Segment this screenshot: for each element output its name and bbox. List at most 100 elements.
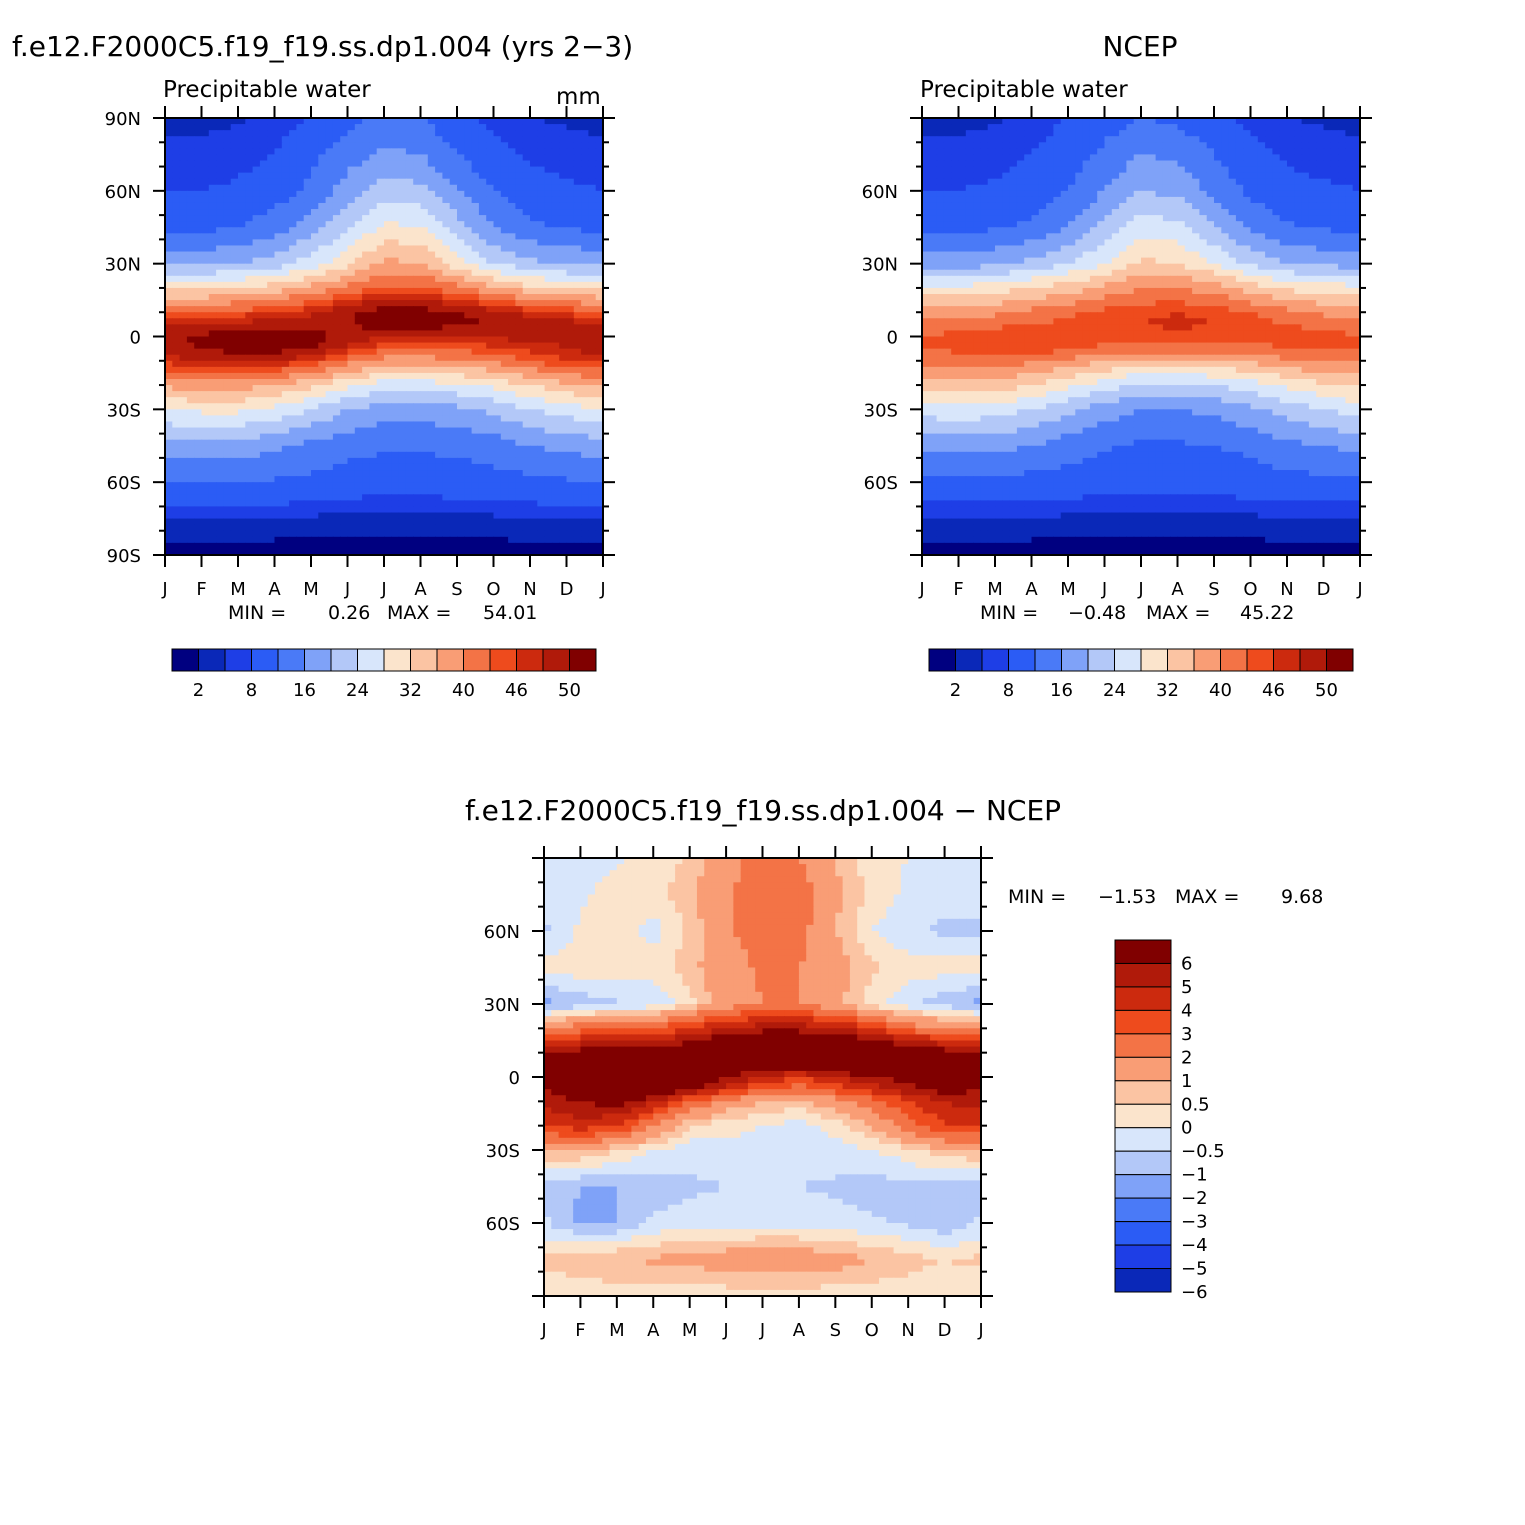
field-cell — [325, 275, 334, 283]
field-cell — [296, 391, 305, 398]
field-cell — [223, 209, 232, 216]
field-cell — [172, 397, 181, 404]
field-cell — [478, 306, 487, 313]
field-cell — [427, 233, 436, 240]
field-cell — [289, 287, 297, 295]
field-cell — [245, 512, 254, 520]
field-cell — [347, 294, 356, 301]
field-cell — [1126, 130, 1135, 137]
field-cell — [274, 251, 283, 259]
field-cell — [347, 172, 356, 180]
field-cell — [267, 342, 276, 350]
field-cell — [384, 245, 392, 253]
field-cell — [208, 148, 217, 156]
field-cell — [172, 287, 181, 295]
field-cell — [508, 312, 516, 319]
field-cell — [471, 445, 480, 453]
field-cell — [252, 281, 261, 289]
field-cell — [201, 494, 210, 501]
field-cell — [544, 391, 553, 398]
x-tick-label: S — [451, 579, 462, 600]
field-cell — [559, 348, 568, 356]
field-cell — [252, 136, 261, 143]
field-cell — [216, 482, 224, 489]
field-cell — [332, 409, 341, 416]
field-cell — [245, 148, 254, 156]
field-cell — [194, 269, 203, 277]
field-cell — [449, 421, 458, 429]
field-cell — [544, 300, 553, 307]
field-cell — [311, 160, 319, 168]
field-cell — [274, 136, 283, 143]
field-cell — [457, 263, 465, 271]
field-cell — [435, 445, 443, 453]
field-cell — [208, 482, 217, 489]
field-cell — [296, 154, 305, 162]
field-cell — [296, 385, 305, 392]
field-cell — [318, 281, 327, 289]
field-cell — [252, 269, 261, 277]
field-cell — [420, 324, 429, 332]
field-cell — [354, 518, 363, 526]
field-cell — [238, 130, 246, 137]
field-cell — [230, 488, 239, 495]
field-cell — [420, 524, 429, 532]
field-cell — [449, 118, 458, 125]
field-cell — [943, 124, 952, 131]
field-cell — [1141, 118, 1149, 125]
field-cell — [500, 202, 509, 210]
field-cell — [442, 245, 451, 253]
field-cell — [449, 227, 458, 234]
field-cell — [216, 275, 224, 283]
field-cell — [194, 263, 203, 271]
field-cell — [573, 184, 582, 192]
field-cell — [464, 506, 473, 514]
field-cell — [369, 500, 378, 508]
field-cell — [267, 451, 276, 459]
field-cell — [530, 470, 538, 477]
field-cell — [208, 476, 217, 483]
field-cell — [245, 275, 254, 283]
field-cell — [522, 397, 531, 404]
field-cell — [420, 312, 429, 319]
field-cell — [573, 136, 582, 143]
field-cell — [391, 342, 400, 350]
field-cell — [581, 269, 589, 277]
field-cell — [951, 160, 960, 168]
field-cell — [530, 476, 538, 483]
field-cell — [369, 494, 378, 501]
field-cell — [179, 124, 188, 131]
field-cell — [216, 251, 224, 259]
field-cell — [318, 421, 327, 429]
field-cell — [384, 154, 392, 162]
field-cell — [376, 294, 385, 301]
field-cell — [230, 124, 239, 131]
field-cell — [325, 488, 334, 495]
field-cell — [369, 136, 378, 143]
field-cell — [442, 378, 451, 386]
field-cell — [369, 215, 378, 222]
field-cell — [391, 312, 400, 319]
field-cell — [347, 336, 356, 344]
field-cell — [340, 172, 349, 180]
field-cell — [216, 457, 224, 465]
field-cell — [172, 439, 181, 447]
field-cell — [325, 227, 334, 234]
field-cell — [1265, 154, 1273, 162]
field-cell — [194, 239, 203, 247]
field-cell — [1009, 148, 1018, 156]
field-cell — [354, 263, 363, 271]
field-cell — [186, 421, 195, 429]
field-cell — [1272, 166, 1281, 174]
field-cell — [1345, 148, 1354, 156]
field-cell — [208, 257, 217, 265]
field-cell — [500, 275, 509, 283]
field-cell — [420, 470, 429, 477]
field-cell — [369, 257, 378, 265]
field-cell — [303, 342, 312, 350]
field-cell — [405, 300, 414, 307]
field-cell — [566, 215, 575, 222]
field-cell — [165, 124, 173, 131]
field-cell — [1075, 124, 1084, 131]
field-cell — [340, 451, 349, 459]
